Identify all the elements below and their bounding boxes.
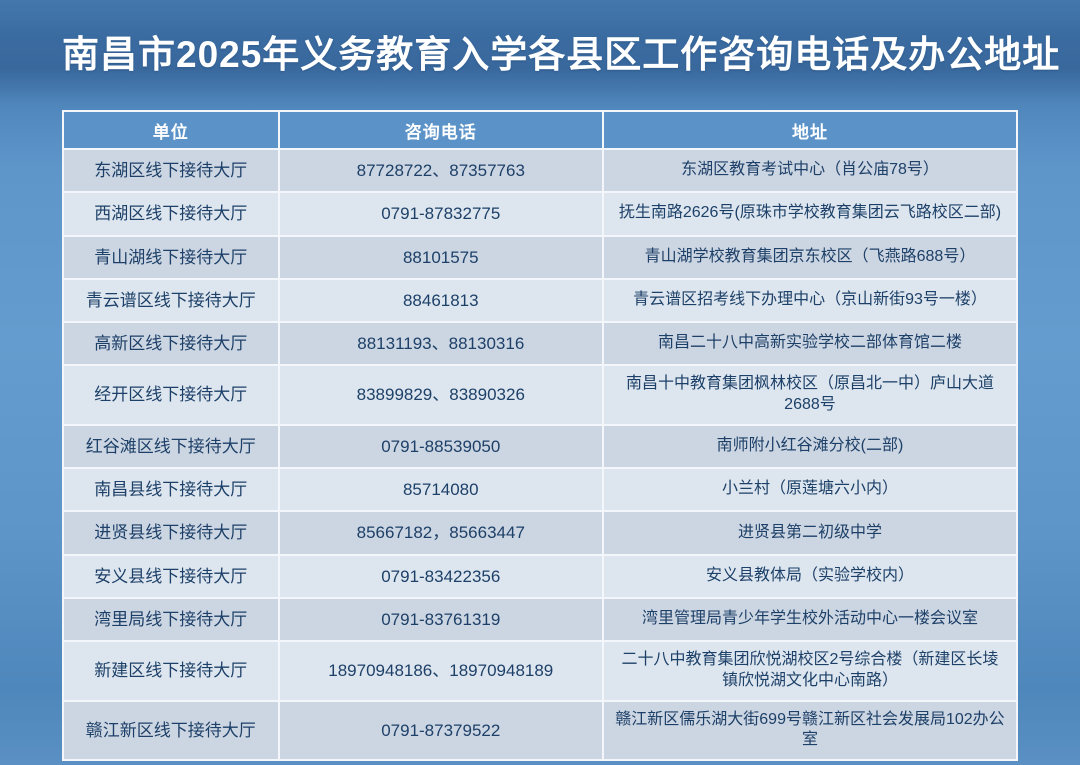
address-cell: 青云谱区招考线下办理中心（京山新街93号一楼） xyxy=(601,277,1019,324)
table-row: 安义县线下接待大厅 0791-83422356 安义县教体局（实验学校内） xyxy=(62,553,1019,599)
phone-cell: 0791-87379522 xyxy=(277,699,604,762)
table-row: 东湖区线下接待大厅 87728722、87357763 东湖区教育考试中心（肖公… xyxy=(62,147,1019,194)
table-body: 东湖区线下接待大厅 87728722、87357763 东湖区教育考试中心（肖公… xyxy=(62,147,1019,762)
column-header-unit: 单位 xyxy=(62,110,280,150)
address-cell: 抚生南路2626号(原珠市学校教育集团云飞路校区二部) xyxy=(601,191,1019,237)
unit-cell: 安义县线下接待大厅 xyxy=(62,553,280,599)
unit-cell: 西湖区线下接待大厅 xyxy=(62,191,280,237)
phone-cell: 87728722、87357763 xyxy=(277,147,604,194)
phone-cell: 85714080 xyxy=(277,467,604,513)
phone-cell: 0791-83761319 xyxy=(277,596,604,643)
unit-cell: 经开区线下接待大厅 xyxy=(62,364,280,426)
address-cell: 进贤县第二初级中学 xyxy=(601,510,1019,556)
column-header-phone: 咨询电话 xyxy=(277,110,604,150)
column-header-address: 地址 xyxy=(601,110,1019,150)
phone-cell: 88131193、88130316 xyxy=(277,320,604,367)
table-row: 高新区线下接待大厅 88131193、88130316 南昌二十八中高新实验学校… xyxy=(62,320,1019,367)
address-cell: 赣江新区儒乐湖大街699号赣江新区社会发展局102办公室 xyxy=(601,699,1019,762)
table-row: 青山湖线下接待大厅 88101575 青山湖学校教育集团京东校区（飞燕路688号… xyxy=(62,234,1019,280)
phone-cell: 88461813 xyxy=(277,277,604,324)
unit-cell: 青山湖线下接待大厅 xyxy=(62,234,280,280)
address-cell: 南师附小红谷滩分校(二部) xyxy=(601,423,1019,470)
unit-cell: 东湖区线下接待大厅 xyxy=(62,147,280,194)
table-row: 湾里局线下接待大厅 0791-83761319 湾里管理局青少年学生校外活动中心… xyxy=(62,596,1019,643)
address-cell: 南昌十中教育集团枫林校区（原昌北一中）庐山大道2688号 xyxy=(601,364,1019,426)
table-row: 南昌县线下接待大厅 85714080 小兰村（原莲塘六小内） xyxy=(62,467,1019,513)
address-cell: 南昌二十八中高新实验学校二部体育馆二楼 xyxy=(601,320,1019,367)
table-row: 新建区线下接待大厅 18970948186、18970948189 二十八中教育… xyxy=(62,640,1019,702)
phone-cell: 0791-87832775 xyxy=(277,191,604,237)
table-row: 红谷滩区线下接待大厅 0791-88539050 南师附小红谷滩分校(二部) xyxy=(62,423,1019,470)
address-cell: 湾里管理局青少年学生校外活动中心一楼会议室 xyxy=(601,596,1019,643)
table-row: 经开区线下接待大厅 83899829、83890326 南昌十中教育集团枫林校区… xyxy=(62,364,1019,426)
unit-cell: 南昌县线下接待大厅 xyxy=(62,467,280,513)
info-table: 单位 咨询电话 地址 东湖区线下接待大厅 87728722、87357763 东… xyxy=(62,110,1019,762)
unit-cell: 红谷滩区线下接待大厅 xyxy=(62,423,280,470)
phone-cell: 18970948186、18970948189 xyxy=(277,640,604,702)
unit-cell: 高新区线下接待大厅 xyxy=(62,320,280,367)
table-header: 单位 咨询电话 地址 xyxy=(62,110,1019,150)
address-cell: 青山湖学校教育集团京东校区（飞燕路688号） xyxy=(601,234,1019,280)
table-row: 西湖区线下接待大厅 0791-87832775 抚生南路2626号(原珠市学校教… xyxy=(62,191,1019,237)
unit-cell: 新建区线下接待大厅 xyxy=(62,640,280,702)
unit-cell: 赣江新区线下接待大厅 xyxy=(62,699,280,762)
phone-cell: 85667182，85663447 xyxy=(277,510,604,556)
unit-cell: 进贤县线下接待大厅 xyxy=(62,510,280,556)
address-cell: 安义县教体局（实验学校内） xyxy=(601,553,1019,599)
page-title: 南昌市2025年义务教育入学各县区工作咨询电话及办公地址 xyxy=(62,34,1061,75)
phone-cell: 0791-83422356 xyxy=(277,553,604,599)
phone-cell: 83899829、83890326 xyxy=(277,364,604,426)
phone-cell: 0791-88539050 xyxy=(277,423,604,470)
table-row: 青云谱区线下接待大厅 88461813 青云谱区招考线下办理中心（京山新街93号… xyxy=(62,277,1019,324)
unit-cell: 湾里局线下接待大厅 xyxy=(62,596,280,643)
address-cell: 小兰村（原莲塘六小内） xyxy=(601,467,1019,513)
phone-cell: 88101575 xyxy=(277,234,604,280)
header-row: 单位 咨询电话 地址 xyxy=(62,110,1019,150)
address-cell: 二十八中教育集团欣悦湖校区2号综合楼（新建区长堎镇欣悦湖文化中心南路） xyxy=(601,640,1019,702)
table-row: 赣江新区线下接待大厅 0791-87379522 赣江新区儒乐湖大街699号赣江… xyxy=(62,699,1019,762)
table-row: 进贤县线下接待大厅 85667182，85663447 进贤县第二初级中学 xyxy=(62,510,1019,556)
address-cell: 东湖区教育考试中心（肖公庙78号） xyxy=(601,147,1019,194)
unit-cell: 青云谱区线下接待大厅 xyxy=(62,277,280,324)
